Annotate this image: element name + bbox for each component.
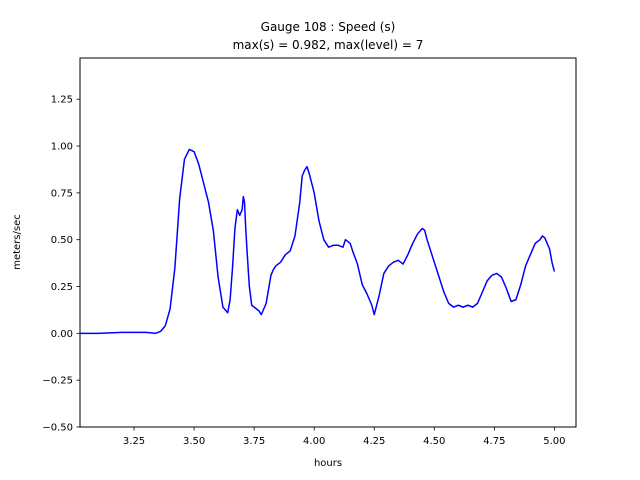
y-tick-label: 1.00 bbox=[51, 142, 73, 153]
plot-frame bbox=[79, 57, 577, 428]
x-tick-label: 4.25 bbox=[363, 436, 385, 447]
y-tick-label: 1.25 bbox=[51, 95, 73, 106]
y-tick-label: −0.50 bbox=[42, 423, 73, 434]
y-tick-label: 0.50 bbox=[51, 235, 73, 246]
x-tick-label: 3.75 bbox=[243, 436, 265, 447]
x-tick-label: 4.75 bbox=[483, 436, 505, 447]
y-tick-label: 0.00 bbox=[51, 329, 73, 340]
x-tick-label: 4.50 bbox=[423, 436, 445, 447]
chart-title-line1: Gauge 108 : Speed (s) bbox=[261, 20, 396, 34]
speed-series-line bbox=[80, 148, 556, 335]
plot-area bbox=[80, 58, 576, 427]
chart-title-line2: max(s) = 0.982, max(level) = 7 bbox=[233, 38, 424, 52]
y-tick-label: 0.75 bbox=[51, 188, 73, 199]
y-axis-label: meters/sec bbox=[12, 214, 23, 270]
x-axis-label: hours bbox=[314, 458, 342, 469]
y-tick-label: −0.25 bbox=[42, 376, 73, 387]
x-tick-label: 3.50 bbox=[183, 436, 205, 447]
x-tick-label: 3.25 bbox=[123, 436, 145, 447]
y-tick-label: 0.25 bbox=[51, 282, 73, 293]
x-tick-label: 4.00 bbox=[303, 436, 325, 447]
x-tick-label: 5.00 bbox=[543, 436, 565, 447]
